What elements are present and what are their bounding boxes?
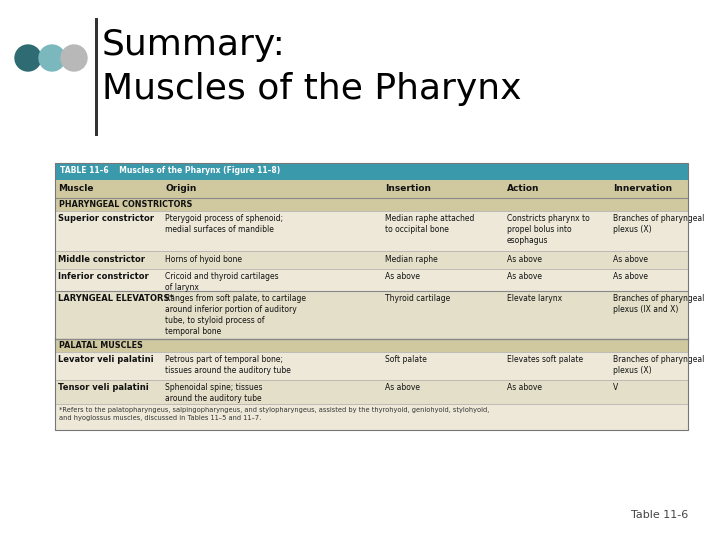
Bar	[55, 163, 688, 180]
Text: Muscle: Muscle	[58, 184, 94, 193]
Text: Pterygoid process of sphenoid;
medial surfaces of mandible: Pterygoid process of sphenoid; medial su…	[165, 214, 283, 234]
Bar	[55, 211, 688, 251]
Text: As above: As above	[385, 383, 420, 392]
Text: Table 11-6: Table 11-6	[631, 510, 688, 520]
Text: Insertion: Insertion	[385, 184, 431, 193]
Bar	[55, 251, 688, 269]
Bar	[55, 404, 688, 430]
Text: Inferior constrictor: Inferior constrictor	[58, 272, 149, 281]
Text: Muscles of the Pharynx: Muscles of the Pharynx	[102, 72, 521, 106]
Bar	[55, 269, 688, 291]
Text: PALATAL MUSCLES: PALATAL MUSCLES	[59, 341, 143, 350]
Circle shape	[61, 45, 87, 71]
Text: Summary:: Summary:	[102, 28, 286, 62]
Text: Levator veli palatini: Levator veli palatini	[58, 355, 153, 364]
Text: Innervation: Innervation	[613, 184, 672, 193]
Text: Cricoid and thyroid cartilages
of larynx: Cricoid and thyroid cartilages of larynx	[165, 272, 279, 292]
Text: Constricts pharynx to
propel bolus into
esophagus: Constricts pharynx to propel bolus into …	[507, 214, 590, 245]
Text: Elevate larynx: Elevate larynx	[507, 294, 562, 303]
Bar	[55, 163, 688, 430]
Text: Superior constrictor: Superior constrictor	[58, 214, 154, 223]
Text: As above: As above	[613, 272, 648, 281]
Text: Median raphe: Median raphe	[385, 255, 438, 264]
Text: Soft palate: Soft palate	[385, 355, 427, 364]
Bar	[55, 198, 688, 211]
Text: PHARYNGEAL CONSTRICTORS: PHARYNGEAL CONSTRICTORS	[59, 200, 192, 209]
Text: TABLE 11–6    Muscles of the Pharynx (Figure 11–8): TABLE 11–6 Muscles of the Pharynx (Figur…	[60, 166, 280, 175]
Text: Elevates soft palate: Elevates soft palate	[507, 355, 583, 364]
Text: Ranges from soft palate, to cartilage
around inferior portion of auditory
tube, : Ranges from soft palate, to cartilage ar…	[165, 294, 306, 336]
Text: LARYNGEAL ELEVATORS*: LARYNGEAL ELEVATORS*	[58, 294, 174, 303]
Bar	[55, 352, 688, 380]
Text: As above: As above	[507, 255, 542, 264]
Text: Middle constrictor: Middle constrictor	[58, 255, 145, 264]
Text: As above: As above	[613, 255, 648, 264]
Text: Branches of pharyngeal
plexus (X): Branches of pharyngeal plexus (X)	[613, 214, 704, 234]
Bar	[55, 339, 688, 352]
Text: V: V	[613, 383, 618, 392]
Bar	[95, 18, 98, 136]
Bar	[55, 380, 688, 404]
Text: Horns of hyoid bone: Horns of hyoid bone	[165, 255, 242, 264]
Text: Branches of pharyngeal
plexus (X): Branches of pharyngeal plexus (X)	[613, 355, 704, 375]
Text: Median raphe attached
to occipital bone: Median raphe attached to occipital bone	[385, 214, 474, 234]
Text: Thyroid cartilage: Thyroid cartilage	[385, 294, 450, 303]
Text: Tensor veli palatini: Tensor veli palatini	[58, 383, 149, 392]
Text: Petrous part of temporal bone;
tissues around the auditory tube: Petrous part of temporal bone; tissues a…	[165, 355, 291, 375]
Text: *Refers to the palatopharyngeus, salpingopharyngeus, and stylopharyngeus, assist: *Refers to the palatopharyngeus, salping…	[59, 407, 490, 421]
Text: As above: As above	[507, 272, 542, 281]
Text: As above: As above	[507, 383, 542, 392]
Text: Branches of pharyngeal
plexus (IX and X): Branches of pharyngeal plexus (IX and X)	[613, 294, 704, 314]
Circle shape	[39, 45, 65, 71]
Bar	[55, 180, 688, 198]
Circle shape	[15, 45, 41, 71]
Text: Origin: Origin	[165, 184, 197, 193]
Bar	[55, 291, 688, 339]
Text: Sphenoidal spine; tissues
around the auditory tube: Sphenoidal spine; tissues around the aud…	[165, 383, 263, 403]
Text: Action: Action	[507, 184, 539, 193]
Text: As above: As above	[385, 272, 420, 281]
